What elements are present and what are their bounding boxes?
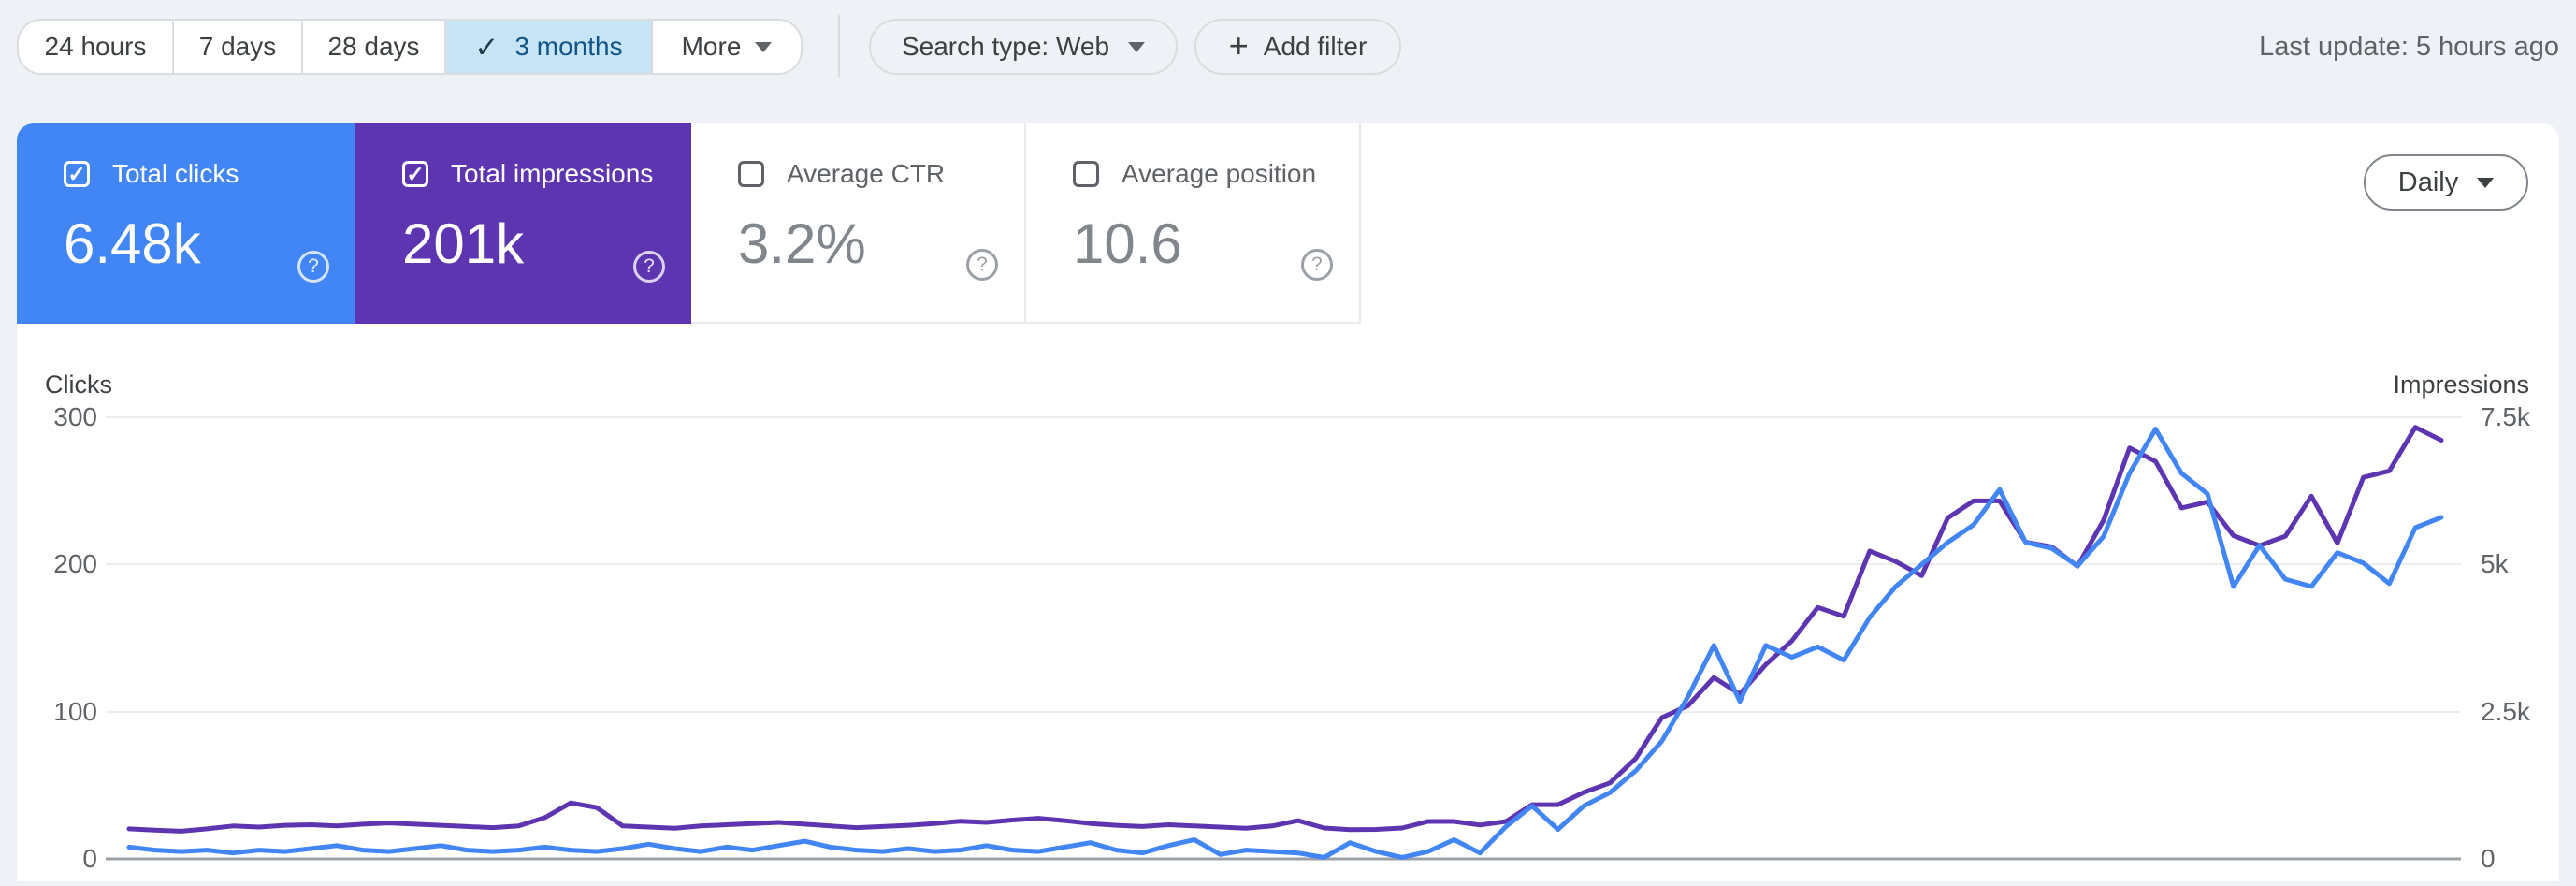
card-label: Average CTR [787, 159, 946, 188]
range-label: 3 months [514, 32, 623, 61]
tick-label: 100 [53, 697, 97, 726]
filter-toolbar: 24 hours 7 days 28 days ✓ 3 months More … [0, 0, 2576, 123]
check-icon: ✓ [67, 161, 86, 186]
card-value: 6.48k [64, 212, 201, 275]
caret-down-icon [1128, 41, 1146, 52]
tick-label: 300 [53, 402, 97, 431]
tick-label: 7.5k [2481, 402, 2531, 431]
help-icon[interactable]: ? [1301, 249, 1333, 281]
checkbox-total-clicks[interactable]: ✓ [64, 161, 90, 187]
card-value: 10.6 [1073, 212, 1182, 275]
metric-card-total-impressions[interactable]: ✓ Total impressions 201k ? [355, 123, 691, 324]
tick-label: 0 [2481, 844, 2496, 873]
range-button-24-hours[interactable]: 24 hours [19, 21, 174, 73]
performance-panel: ✓ Total clicks 6.48k ? ✓ Total impressio… [17, 123, 2559, 881]
plus-icon: + [1228, 25, 1249, 65]
metric-cards-row: ✓ Total clicks 6.48k ? ✓ Total impressio… [17, 123, 1361, 324]
last-update-text: Last update: 5 hours ago [2259, 32, 2559, 62]
tick-label: 0 [82, 844, 97, 873]
card-value: 3.2% [738, 212, 866, 275]
tick-label: 2.5k [2481, 697, 2531, 726]
add-filter-label: Add filter [1263, 32, 1368, 61]
range-button-7-days[interactable]: 7 days [174, 21, 303, 73]
interval-dropdown-daily[interactable]: Daily [2364, 154, 2528, 211]
chart-area: Clicks Impressions 300 200 100 0 7.5k 5k… [0, 357, 2576, 881]
add-filter-button[interactable]: + Add filter [1194, 19, 1401, 75]
tick-label: 200 [53, 549, 97, 578]
card-label: Total clicks [112, 159, 239, 188]
interval-label: Daily [2397, 167, 2459, 197]
card-value: 201k [402, 212, 525, 275]
search-type-dropdown[interactable]: Search type: Web [869, 19, 1178, 75]
metric-card-total-clicks[interactable]: ✓ Total clicks 6.48k ? [17, 123, 355, 324]
right-axis-ticks: 7.5k 5k 2.5k 0 [2481, 402, 2531, 873]
range-more-dropdown[interactable]: More [653, 21, 801, 73]
right-axis-title: Impressions [2393, 370, 2529, 399]
metric-card-average-position[interactable]: Average position 10.6 ? [1026, 123, 1361, 324]
check-icon: ✓ [406, 161, 425, 186]
date-range-group: 24 hours 7 days 28 days ✓ 3 months More [17, 19, 803, 75]
help-icon[interactable]: ? [966, 249, 998, 281]
card-label: Average position [1122, 159, 1317, 188]
series-layer [126, 425, 2444, 860]
checkbox-average-position[interactable] [1073, 161, 1099, 187]
range-button-28-days[interactable]: 28 days [303, 21, 446, 73]
left-axis-ticks: 300 200 100 0 [53, 402, 97, 873]
impressions-line [126, 425, 2444, 834]
gridlines [106, 416, 2461, 861]
metric-card-average-ctr[interactable]: Average CTR 3.2% ? [691, 123, 1026, 324]
tick-label: 5k [2481, 549, 2510, 578]
card-label: Total impressions [451, 159, 654, 188]
more-label: More [681, 32, 742, 61]
caret-down-icon [755, 41, 773, 52]
help-icon[interactable]: ? [633, 251, 665, 283]
performance-chart[interactable]: Clicks Impressions 300 200 100 0 7.5k 5k… [0, 357, 2576, 881]
clicks-line [126, 427, 2444, 860]
caret-down-icon [2477, 177, 2495, 188]
toolbar-divider [838, 15, 840, 77]
checkbox-average-ctr[interactable] [738, 161, 764, 187]
left-axis-title: Clicks [45, 370, 112, 399]
search-type-label: Search type: Web [901, 32, 1110, 61]
range-button-3-months-selected[interactable]: ✓ 3 months [446, 21, 653, 73]
help-icon[interactable]: ? [297, 251, 329, 283]
checkbox-total-impressions[interactable]: ✓ [402, 161, 428, 187]
check-icon: ✓ [474, 30, 499, 64]
